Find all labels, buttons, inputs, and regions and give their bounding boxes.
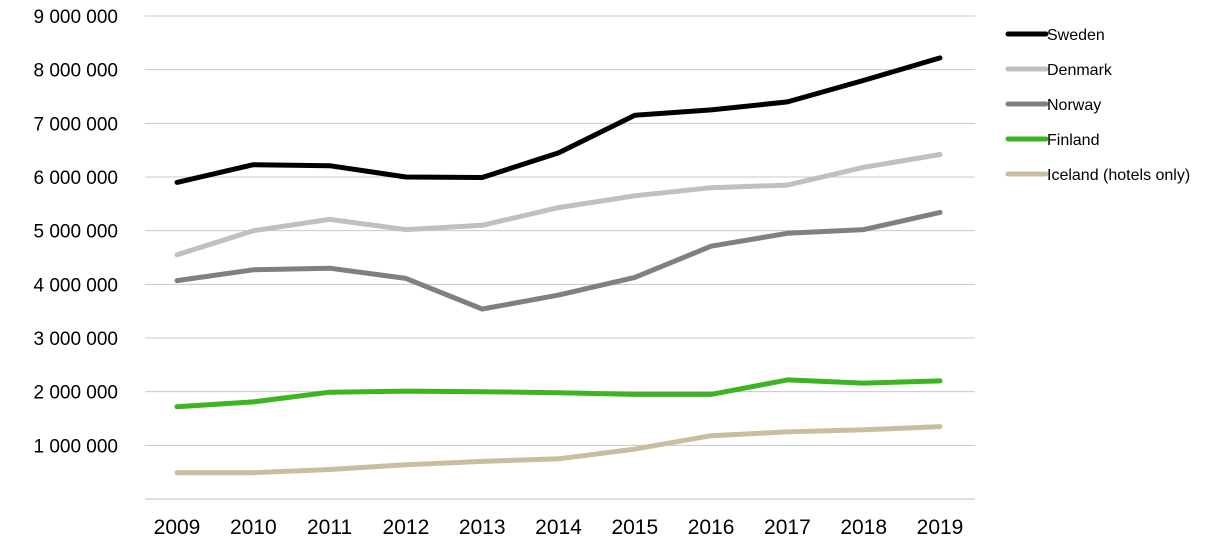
series-line-iceland-hotels-only <box>174 424 943 476</box>
y-tick-label: 7 000 000 <box>33 114 118 135</box>
y-tick-label: 6 000 000 <box>33 168 118 189</box>
legend-label: Norway <box>1047 97 1101 114</box>
legend-item-denmark: Denmark <box>1005 62 1113 79</box>
legend-label: Sweden <box>1047 27 1105 44</box>
legend-item-norway: Norway <box>1005 97 1101 114</box>
x-axis-tick-labels: 2009 2010 2011 2012 2013 2014 2015 2016 2017 2018… <box>154 516 964 539</box>
y-tick-label: 8 000 000 <box>33 61 118 82</box>
x-tick-label: 2012 <box>383 516 430 539</box>
series-line-denmark <box>174 152 943 258</box>
y-tick-label: 9 000 000 <box>33 7 118 28</box>
x-tick-label: 2009 <box>154 516 201 539</box>
x-tick-label: 2019 <box>917 516 964 539</box>
legend-label: Denmark <box>1047 62 1113 79</box>
y-tick-label: 2 000 000 <box>33 383 118 404</box>
legend: Sweden Denmark Norway Finland Iceland (hotel… <box>1005 27 1190 184</box>
x-tick-label: 2016 <box>688 516 735 539</box>
y-tick-label: 3 000 000 <box>33 329 118 350</box>
legend-label: Iceland (hotels only) <box>1047 167 1190 184</box>
y-axis-tick-labels: 1 000 000 2 000 000 3 000 000 4 000 000 5 00… <box>33 7 118 457</box>
x-tick-label: 2017 <box>764 516 811 539</box>
x-tick-label: 2018 <box>840 516 887 539</box>
series-line-sweden <box>174 55 943 185</box>
x-tick-label: 2013 <box>459 516 506 539</box>
y-tick-label: 1 000 000 <box>33 436 118 457</box>
series-lines <box>174 55 943 476</box>
legend-label: Finland <box>1047 132 1099 149</box>
x-tick-label: 2010 <box>230 516 277 539</box>
x-tick-label: 2011 <box>307 516 352 539</box>
legend-item-sweden: Sweden <box>1005 27 1105 44</box>
series-line-finland <box>174 377 943 410</box>
y-tick-label: 4 000 000 <box>33 275 118 296</box>
y-tick-label: 5 000 000 <box>33 222 118 243</box>
legend-item-iceland-hotels-only: Iceland (hotels only) <box>1005 167 1190 184</box>
series-line-norway <box>174 209 943 312</box>
x-tick-label: 2014 <box>535 516 582 539</box>
x-tick-label: 2015 <box>611 516 658 539</box>
legend-item-finland: Finland <box>1005 132 1099 149</box>
gridlines <box>145 15 975 500</box>
